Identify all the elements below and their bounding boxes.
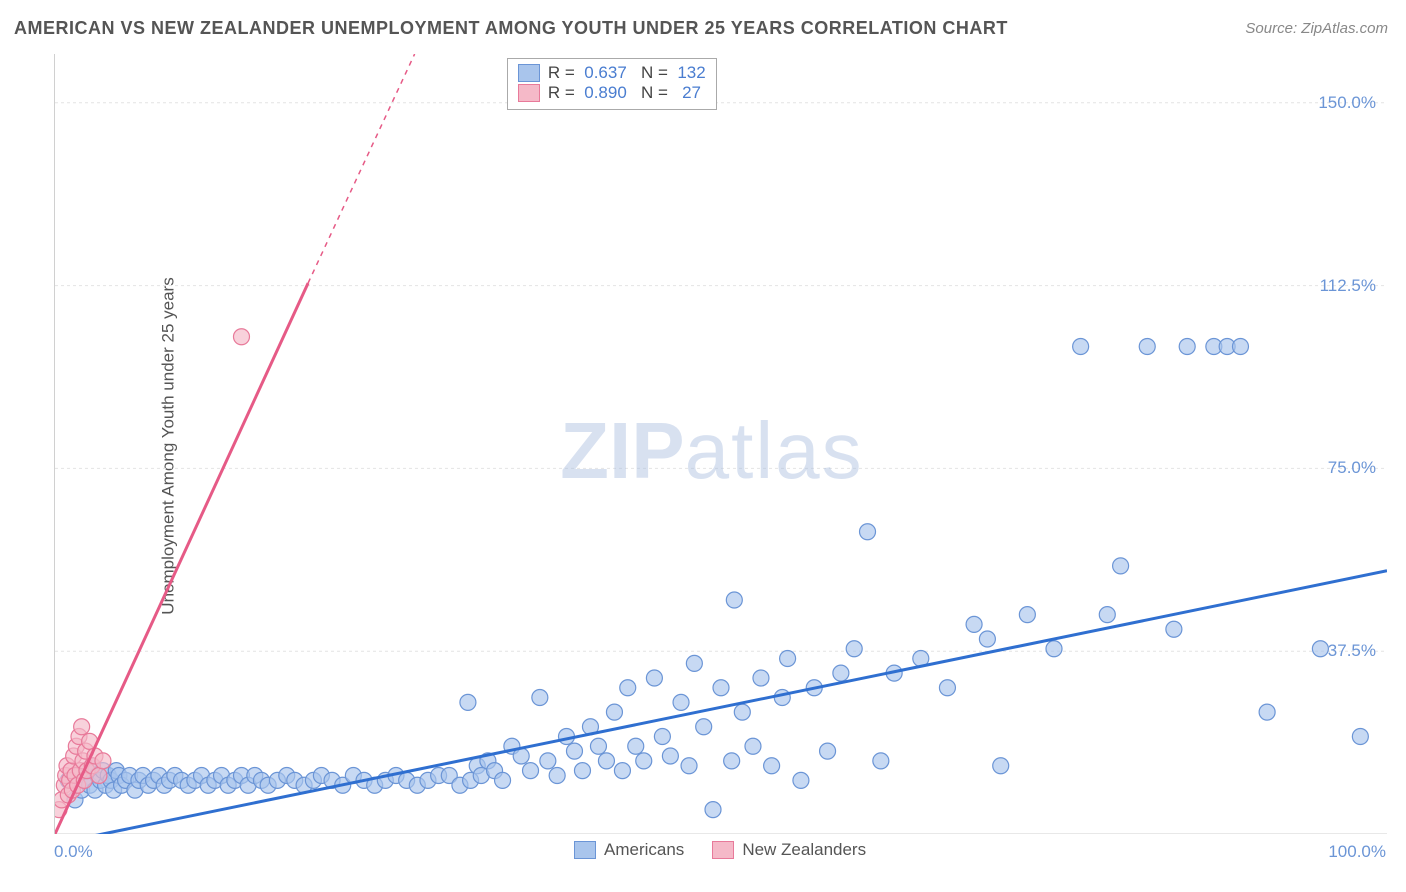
legend-row-americans: R = 0.637 N = 132 [518, 63, 706, 83]
y-tick: 37.5% [1328, 641, 1376, 661]
legend-swatch [574, 841, 596, 859]
chart-title: AMERICAN VS NEW ZEALANDER UNEMPLOYMENT A… [14, 18, 1008, 39]
source-name: ZipAtlas.com [1301, 20, 1388, 37]
series-legend-label: Americans [604, 840, 684, 860]
legend-row-new_zealanders: R = 0.890 N = 27 [518, 83, 706, 103]
y-tick: 75.0% [1328, 458, 1376, 478]
source-label: Source: [1245, 20, 1301, 37]
x-tick: 0.0% [54, 842, 93, 862]
legend-swatch [712, 841, 734, 859]
legend-swatch [518, 64, 540, 82]
y-tick: 112.5% [1320, 276, 1376, 296]
y-tick: 150.0% [1318, 93, 1376, 113]
x-tick: 100.0% [1328, 842, 1386, 862]
series-legend-americans: Americans [574, 840, 684, 860]
correlation-legend: R = 0.637 N = 132R = 0.890 N = 27 [507, 58, 717, 110]
series-legend-label: New Zealanders [742, 840, 866, 860]
source-attribution: Source: ZipAtlas.com [1245, 20, 1388, 37]
scatter-plot [54, 54, 1387, 834]
series-legend-new_zealanders: New Zealanders [712, 840, 866, 860]
chart-container: AMERICAN VS NEW ZEALANDER UNEMPLOYMENT A… [0, 0, 1406, 892]
series-legend: Americans New Zealanders [574, 840, 866, 860]
legend-swatch [518, 84, 540, 102]
